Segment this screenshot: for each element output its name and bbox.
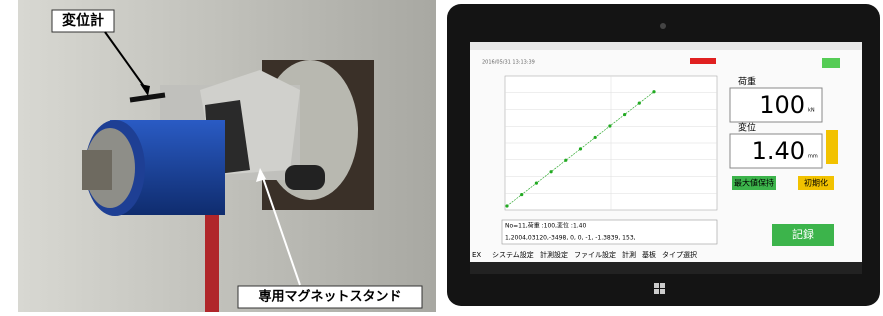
point xyxy=(608,124,611,127)
menu-item[interactable]: 基板 xyxy=(642,250,656,259)
point xyxy=(564,159,567,162)
photo: 変位計 専用マグネットスタンド xyxy=(18,0,436,312)
label: 変位計 xyxy=(62,12,104,29)
menu-item[interactable]: EX xyxy=(472,251,481,259)
disp-unit: mm xyxy=(808,154,818,160)
point xyxy=(550,170,553,173)
label: 専用マグネットスタンド xyxy=(258,289,401,305)
menu-item[interactable]: 計測設定 xyxy=(540,250,568,259)
load-value: 100 xyxy=(759,91,805,119)
page: 変位計 専用マグネットスタンド 2016/05/31 13:13:39 荷重 1… xyxy=(0,0,883,312)
menu-item[interactable]: 計測 xyxy=(622,250,636,259)
load-label: 荷重 xyxy=(738,76,756,88)
point xyxy=(652,90,655,93)
menu-item[interactable]: タイプ選択 xyxy=(662,250,697,259)
button-label[interactable]: 記録 xyxy=(792,227,814,241)
disp-label: 変位 xyxy=(738,122,756,134)
point xyxy=(535,182,538,185)
tablet: 2016/05/31 13:13:39 荷重 100 kN 変位 1.40 mm… xyxy=(447,4,880,306)
scene: 変位計 専用マグネットスタンド 2016/05/31 13:13:39 荷重 1… xyxy=(0,0,883,312)
button-label[interactable]: 最大値保持 xyxy=(734,178,774,188)
point xyxy=(638,102,641,105)
menu-item[interactable]: システム設定 xyxy=(492,250,534,259)
menu-item[interactable]: ファイル設定 xyxy=(574,250,616,259)
point xyxy=(520,193,523,196)
point xyxy=(579,147,582,150)
log-line: No=11,荷重 :100,変位 :1.40 xyxy=(505,222,586,230)
load-unit: kN xyxy=(808,108,815,114)
date: 2016/05/31 13:13:39 xyxy=(482,60,535,66)
point xyxy=(594,136,597,139)
point xyxy=(505,204,508,207)
button-label[interactable]: 初期化 xyxy=(804,178,828,188)
log-line: 1,2004,03120,-3498, 0, 0, -1, -1.3839, 1… xyxy=(505,235,636,242)
disp-value: 1.40 xyxy=(752,137,805,165)
point xyxy=(623,113,626,116)
